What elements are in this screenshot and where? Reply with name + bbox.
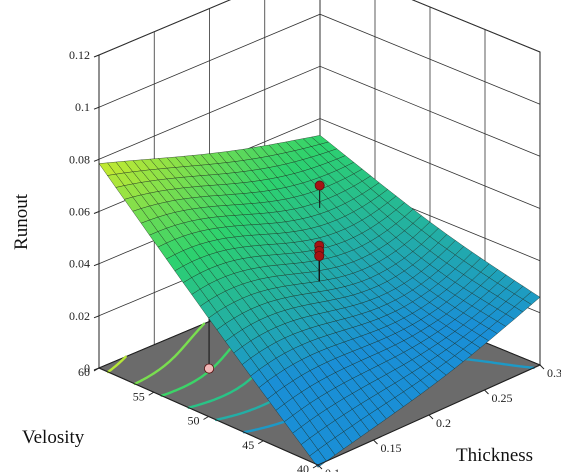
z-tick-label: 0.04 xyxy=(69,257,90,271)
x-tick-label: 0.15 xyxy=(381,441,402,455)
design-point xyxy=(204,363,215,374)
y-tick-label: 45 xyxy=(242,438,254,452)
z-tick-label: 0.02 xyxy=(69,309,90,323)
y-tick-label: 40 xyxy=(297,462,309,472)
z-tick-mark xyxy=(93,263,100,267)
y-tick-mark xyxy=(312,464,319,469)
design-point xyxy=(314,251,325,262)
x-tick-mark xyxy=(317,464,323,470)
z-gridline xyxy=(98,0,541,56)
contour-line xyxy=(106,355,127,374)
response-surface xyxy=(98,135,541,468)
z-tick-mark xyxy=(93,54,100,58)
z-tick-label: 0.1 xyxy=(75,100,90,114)
design-point xyxy=(314,180,325,191)
z-tick-label: 0.06 xyxy=(69,205,90,219)
x-axis-title: Thickness xyxy=(456,445,533,466)
z-tick-mark xyxy=(93,158,100,162)
x-tick-label: 0.1 xyxy=(325,466,340,472)
y-tick-mark xyxy=(93,367,100,372)
design-points xyxy=(314,180,325,282)
y-tick-label: 55 xyxy=(133,389,145,403)
y-axis-title: Velosity xyxy=(22,427,85,448)
y-tick-label: 50 xyxy=(188,414,200,428)
y-tick-mark xyxy=(148,391,155,396)
z-tick-label: 0 xyxy=(84,361,90,375)
x-tick-label: 0.2 xyxy=(436,416,451,430)
z-tick-label: 0.08 xyxy=(69,152,90,166)
z-tick-mark xyxy=(93,211,100,214)
x-tick-mark xyxy=(484,389,489,395)
surface-cell xyxy=(522,291,541,305)
y-tick-mark xyxy=(257,440,264,445)
x-tick-mark xyxy=(428,414,434,420)
x-tick-mark xyxy=(539,364,545,370)
x-tick-label: 0.25 xyxy=(492,391,513,405)
x-tick-label: 0.3 xyxy=(547,366,561,380)
z-axis-title: Runout xyxy=(11,193,32,250)
z-tick-label: 0.12 xyxy=(69,48,90,62)
y-tick-mark xyxy=(203,416,209,420)
z-tick-mark xyxy=(93,315,100,319)
y-tick-label: 60 xyxy=(78,365,90,379)
contour-line xyxy=(133,322,206,386)
z-tick-mark xyxy=(93,106,100,110)
tick-labels: 0 0.02 0.04 0.06 0.08 0.1 0.12 40 45 50 55 60 0.1 0.1… xyxy=(69,48,561,472)
x-tick-mark xyxy=(373,439,378,445)
